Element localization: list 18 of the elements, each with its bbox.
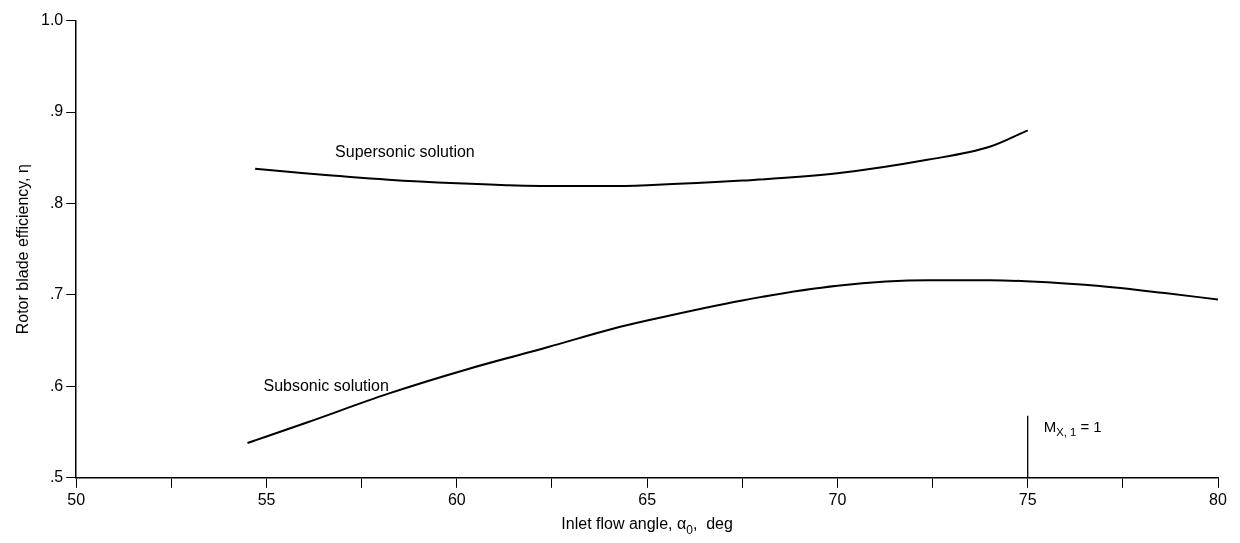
y-axis-title: Rotor blade efficiency, η: [14, 164, 31, 335]
x-tick-label: 65: [638, 490, 657, 508]
y-tick-label: .6: [49, 376, 64, 394]
y-tick-label: .9: [49, 102, 64, 120]
y-tick-label: .7: [49, 285, 64, 303]
x-tick-label: 55: [257, 490, 276, 508]
x-tick-label: 60: [447, 490, 466, 508]
series-label: Supersonic solution: [335, 142, 475, 160]
x-tick-label: 75: [1018, 490, 1037, 508]
y-tick-label: .5: [49, 468, 64, 486]
x-tick-label: 80: [1209, 490, 1227, 508]
x-tick-label: 50: [67, 490, 86, 508]
y-tick-label: 1.0: [40, 11, 64, 29]
y-tick-label: .8: [49, 193, 64, 211]
series-label: Subsonic solution: [263, 377, 389, 395]
line-series: [254, 129, 1029, 188]
x-tick-label: 70: [828, 490, 847, 508]
line-series: [246, 279, 1218, 445]
